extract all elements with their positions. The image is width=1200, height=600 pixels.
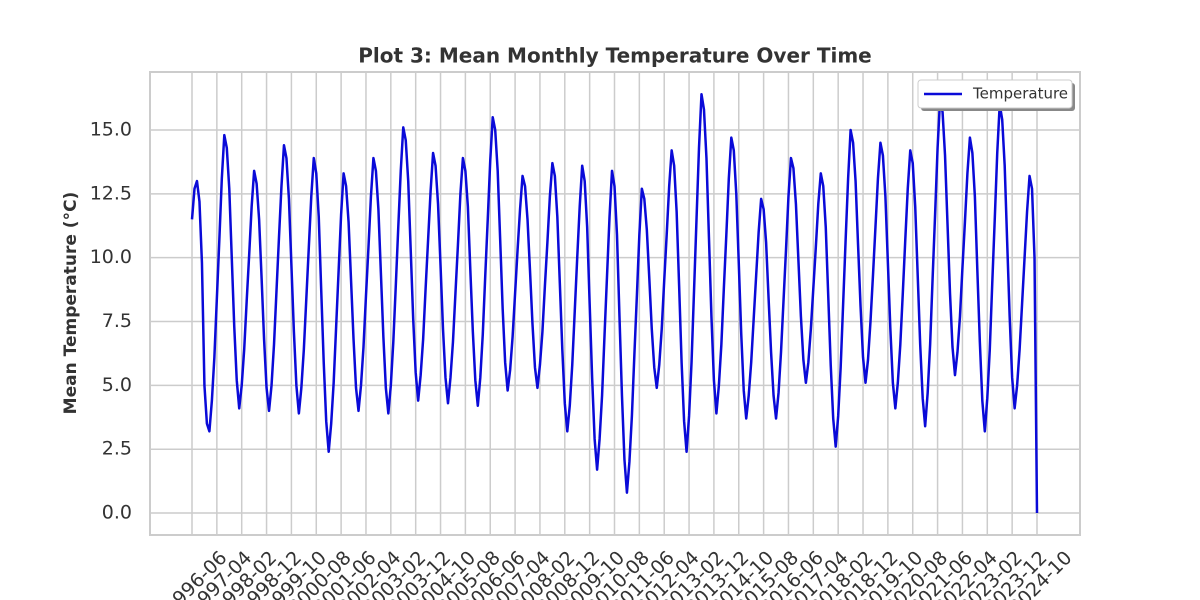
y-tick-label: 10.0: [90, 246, 132, 268]
y-axis-label: Mean Temperature (°C): [61, 192, 81, 415]
legend-box: [917, 79, 1073, 109]
legend: Temperature: [917, 79, 1075, 111]
grid: [150, 72, 1080, 535]
y-tick-label: 12.5: [90, 182, 132, 204]
y-tick-label: 5.0: [102, 374, 132, 396]
chart-title: Plot 3: Mean Monthly Temperature Over Ti…: [358, 44, 872, 68]
legend-label: Temperature: [972, 85, 1068, 103]
y-tick-label: 15.0: [90, 118, 132, 140]
y-tick-label: 0.0: [102, 502, 132, 524]
line-series: [190, 92, 1039, 514]
y-tick-label: 2.5: [102, 438, 132, 460]
y-tick-label: 7.5: [102, 310, 132, 332]
